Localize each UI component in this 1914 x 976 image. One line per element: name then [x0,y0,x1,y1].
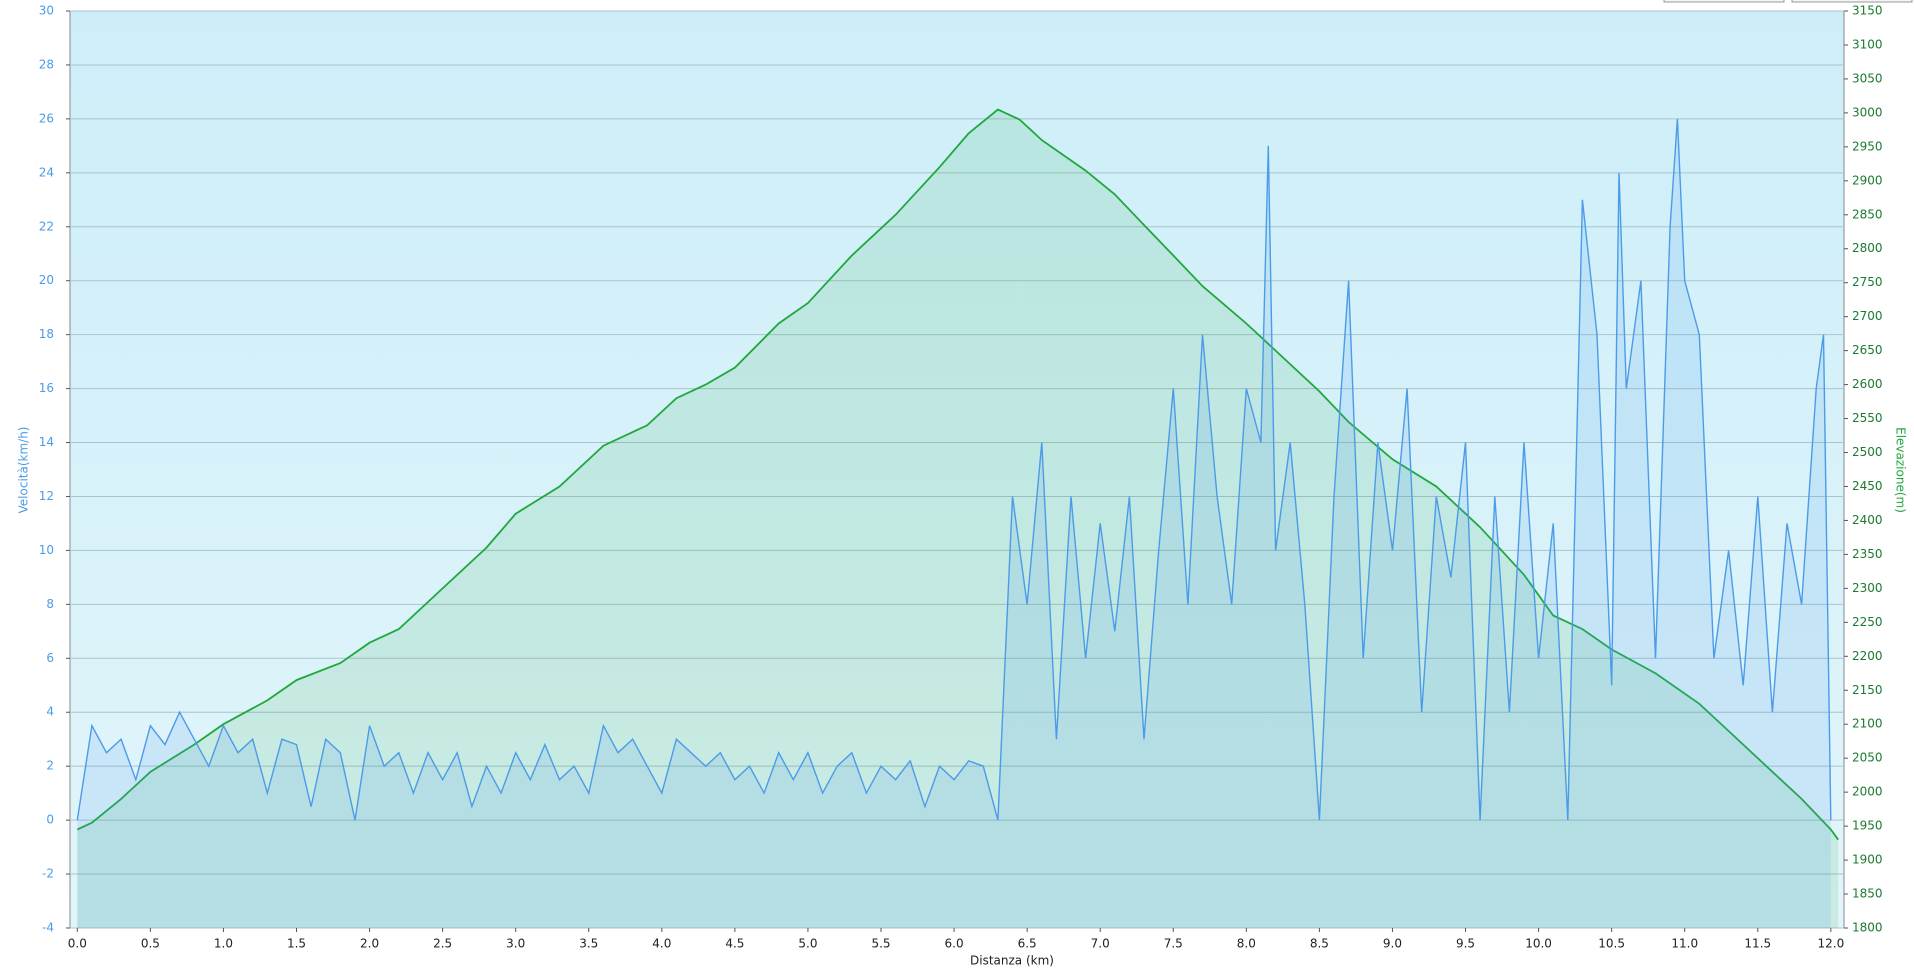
y2-tick-label: 2550 [1852,411,1883,425]
y2-tick-label: 1800 [1852,921,1883,935]
x-tick-label: 7.0 [1091,937,1110,951]
y2-tick-label: 2800 [1852,241,1883,255]
y-tick-label: 4 [46,705,54,719]
y2-tick-label: 3000 [1852,105,1883,119]
y2-tick-label: 2000 [1852,785,1883,799]
x-tick-label: 11.5 [1744,937,1771,951]
y2-tick-label: 3150 [1852,4,1883,18]
y2-tick-label: 2700 [1852,309,1883,323]
x-tick-label: 0.5 [141,937,160,951]
y2-tick-label: 2400 [1852,513,1883,527]
y-tick-label: 2 [46,759,54,773]
y2-tick-label: 2250 [1852,615,1883,629]
y2-tick-label: 2850 [1852,207,1883,221]
y-tick-label: 28 [39,57,54,71]
y-tick-label: -4 [42,921,54,935]
x-tick-label: 6.0 [945,937,964,951]
x-tick-label: 6.5 [1018,937,1037,951]
y-tick-label: 30 [39,4,54,18]
y-tick-label: 14 [39,435,54,449]
y-tick-label: 18 [39,327,54,341]
y2-tick-label: 2050 [1852,751,1883,765]
x-tick-label: 7.5 [1164,937,1183,951]
x-tick-label: 2.5 [433,937,452,951]
x-tick-label: 0.0 [68,937,87,951]
x-tick-label: 4.0 [652,937,671,951]
x-tick-label: 1.5 [287,937,306,951]
y2-tick-label: 2450 [1852,479,1883,493]
y2-tick-label: 1950 [1852,819,1883,833]
y-tick-label: -2 [42,867,54,881]
x-tick-label: 10.5 [1598,937,1625,951]
y-tick-label: 26 [39,111,54,125]
x-tick-label: 5.0 [798,937,817,951]
y-tick-label: 0 [46,813,54,827]
x-tick-label: 12.0 [1817,937,1844,951]
y2-axis-title: Elevazione(m) [1894,427,1908,513]
x-tick-label: 9.0 [1383,937,1402,951]
y-axis-title: Velocità(km/h) [17,427,31,514]
y2-tick-label: 3100 [1852,37,1883,51]
y2-tick-label: 2600 [1852,377,1883,391]
y2-tick-label: 2350 [1852,547,1883,561]
x-tick-label: 3.5 [579,937,598,951]
y2-tick-label: 2200 [1852,649,1883,663]
y2-tick-label: 1900 [1852,853,1883,867]
y2-tick-label: 2650 [1852,343,1883,357]
x-tick-label: 8.5 [1310,937,1329,951]
y-tick-label: 10 [39,543,54,557]
y2-tick-label: 3050 [1852,71,1883,85]
area [77,109,1839,928]
button[interactable] [1663,0,1785,3]
y-tick-label: 8 [46,597,54,611]
series-line [76,118,1832,821]
y2-tick-label: 2500 [1852,445,1883,459]
y2-tick-label: 2100 [1852,717,1883,731]
x-tick-label: 9.5 [1456,937,1475,951]
x-tick-label: 4.5 [725,937,744,951]
y2-tick-label: 2950 [1852,139,1883,153]
x-tick-label: 1.0 [214,937,233,951]
x-tick-label: 11.0 [1671,937,1698,951]
y2-tick-label: 2750 [1852,275,1883,289]
y-tick-label: 22 [39,219,54,233]
y2-tick-label: 2300 [1852,581,1883,595]
y-tick-label: 16 [39,381,54,395]
x-tick-label: 3.0 [506,937,525,951]
y-tick-label: 24 [39,165,54,179]
y2-tick-label: 2900 [1852,173,1883,187]
y2-tick-label: 1850 [1852,887,1883,901]
x-tick-label: 2.0 [360,937,379,951]
y-tick-label: 20 [39,273,54,287]
y2-tick-label: 2150 [1852,683,1883,697]
y-tick-label: 12 [39,489,54,503]
button[interactable] [1791,0,1913,3]
x-tick-label: 10.0 [1525,937,1552,951]
x-axis-title: Distanza (km) [970,954,1054,968]
x-tick-label: 8.0 [1237,937,1256,951]
area [77,118,1831,928]
x-tick-label: 5.5 [871,937,890,951]
y-tick-label: 6 [46,651,54,665]
series-line [76,108,1839,841]
